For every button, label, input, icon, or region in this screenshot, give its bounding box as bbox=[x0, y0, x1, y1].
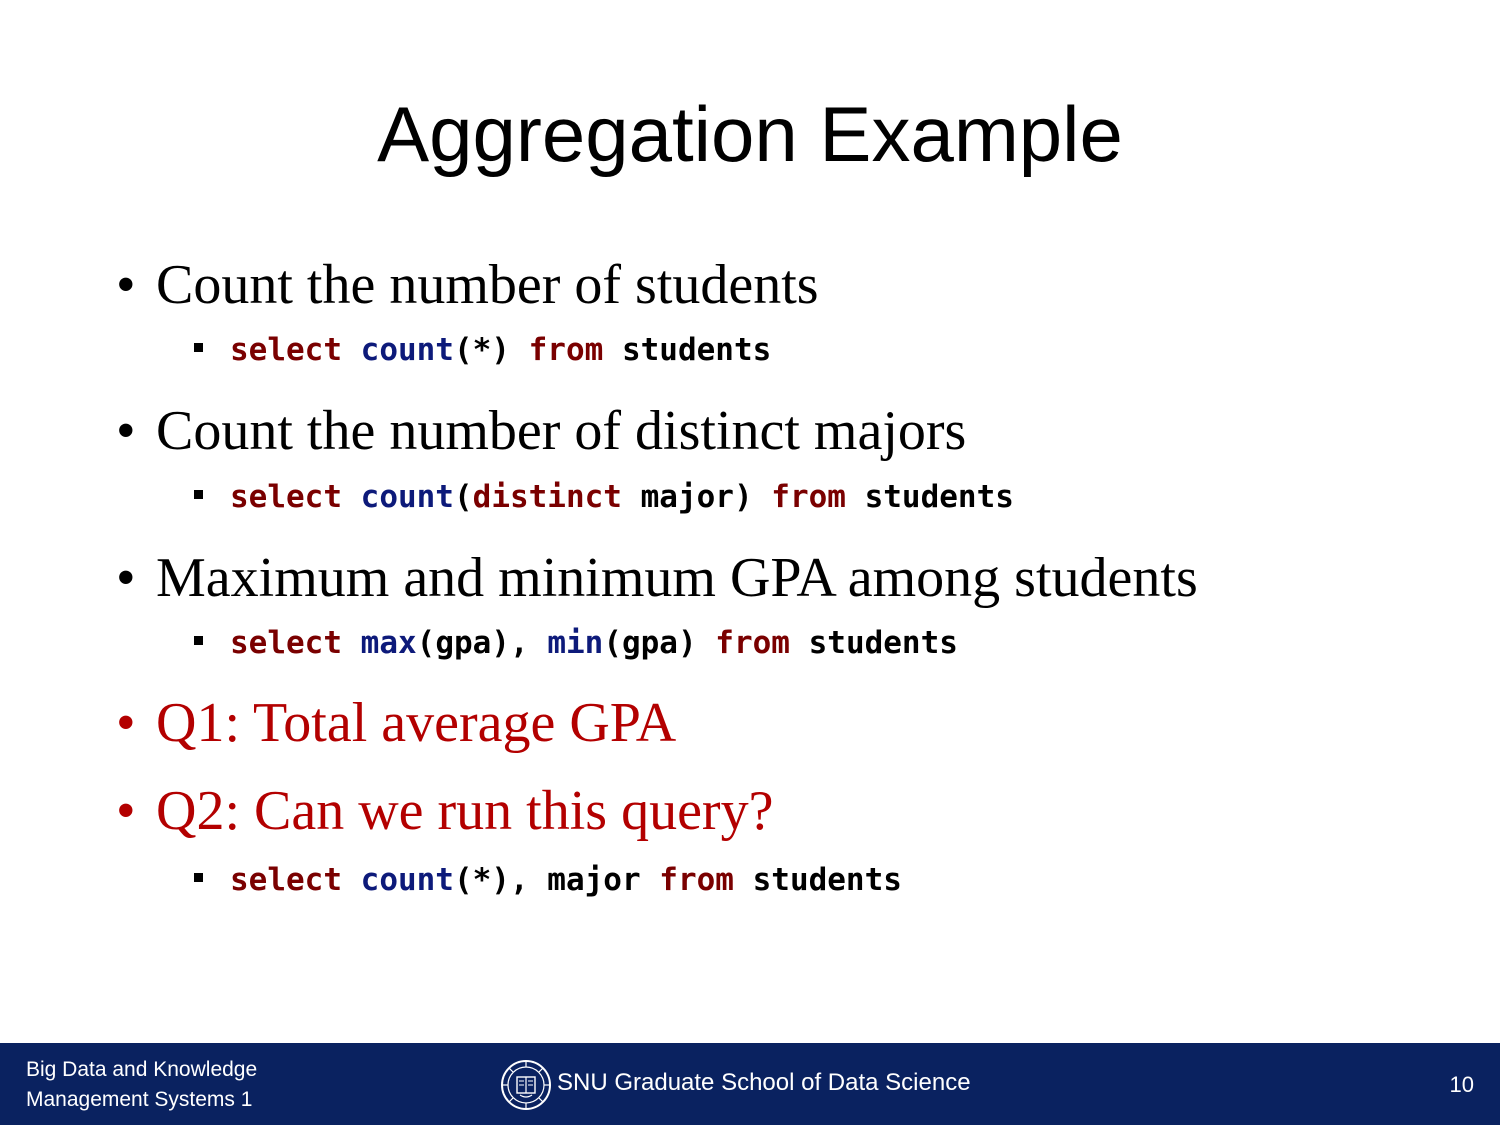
footer-course-line-2: Management Systems 1 bbox=[26, 1088, 253, 1111]
footer-course-name: Big Data and Knowledge Management System… bbox=[26, 1055, 257, 1115]
sql-text: students bbox=[789, 625, 958, 661]
bullet-item: • Maximum and minimum GPA among students bbox=[116, 545, 1198, 611]
sql-keyword: from bbox=[528, 332, 604, 368]
sql-keyword: from bbox=[715, 625, 790, 661]
sql-text: students bbox=[603, 332, 772, 368]
bullet-dot-icon: • bbox=[116, 692, 136, 754]
sql-function: count bbox=[360, 479, 454, 515]
square-bullet-icon bbox=[194, 490, 203, 499]
footer-school-name: SNU Graduate School of Data Science bbox=[557, 1069, 971, 1096]
sql-code-line: select count(distinct major) from studen… bbox=[194, 477, 1014, 517]
bullet-item: • Q2: Can we run this query? bbox=[116, 778, 773, 844]
sql-keyword: select bbox=[230, 479, 342, 515]
sql-text: major) bbox=[621, 479, 772, 515]
slide-title: Aggregation Example bbox=[377, 90, 1123, 178]
sql-keyword: from bbox=[659, 862, 734, 898]
bullet-item: • Count the number of students bbox=[116, 252, 819, 318]
sql-text: (gpa), bbox=[416, 625, 548, 661]
bullet-text: Q2: Can we run this query? bbox=[156, 780, 774, 842]
sql-text bbox=[342, 862, 361, 898]
bullet-item: • Count the number of distinct majors bbox=[116, 398, 966, 464]
sql-text: students bbox=[845, 479, 1014, 515]
sql-function: min bbox=[547, 625, 604, 661]
sql-keyword: select bbox=[230, 332, 342, 368]
sql-text bbox=[342, 625, 361, 661]
sql-text bbox=[342, 332, 361, 368]
bullet-text: Q1: Total average GPA bbox=[156, 692, 677, 754]
page-number: 10 bbox=[1449, 1072, 1474, 1097]
sql-code-line: select max(gpa), min(gpa) from students bbox=[194, 623, 958, 663]
bullet-dot-icon: • bbox=[116, 254, 136, 316]
bullet-dot-icon: • bbox=[116, 547, 136, 609]
sql-function: count bbox=[360, 862, 454, 898]
bullet-item: • Q1: Total average GPA bbox=[116, 690, 676, 756]
sql-keyword: from bbox=[771, 479, 846, 515]
square-bullet-icon bbox=[194, 636, 203, 645]
sql-text: (*) bbox=[453, 332, 529, 368]
sql-text: ( bbox=[453, 479, 473, 515]
bullet-text: Count the number of students bbox=[156, 254, 819, 316]
square-bullet-icon bbox=[194, 873, 203, 882]
bullet-text: Maximum and minimum GPA among students bbox=[156, 547, 1198, 609]
snu-emblem-icon bbox=[501, 1060, 551, 1110]
bullet-dot-icon: • bbox=[116, 780, 136, 842]
bullet-text: Count the number of distinct majors bbox=[156, 400, 967, 462]
sql-text: (gpa) bbox=[603, 625, 716, 661]
sql-code-line: select count(*) from students bbox=[194, 330, 771, 370]
square-bullet-icon bbox=[194, 343, 203, 352]
sql-text: (*), major bbox=[453, 862, 660, 898]
sql-keyword: distinct bbox=[472, 479, 622, 515]
footer-course-line-1: Big Data and Knowledge bbox=[26, 1058, 258, 1081]
bullet-dot-icon: • bbox=[116, 400, 136, 462]
sql-function: max bbox=[360, 625, 417, 661]
footer-bar: Big Data and Knowledge Management System… bbox=[0, 1043, 1500, 1125]
sql-function: count bbox=[360, 332, 454, 368]
sql-text: students bbox=[733, 862, 902, 898]
sql-code-line: select count(*), major from students bbox=[194, 860, 902, 900]
sql-text bbox=[342, 479, 361, 515]
sql-keyword: select bbox=[230, 625, 342, 661]
sql-keyword: select bbox=[230, 862, 342, 898]
